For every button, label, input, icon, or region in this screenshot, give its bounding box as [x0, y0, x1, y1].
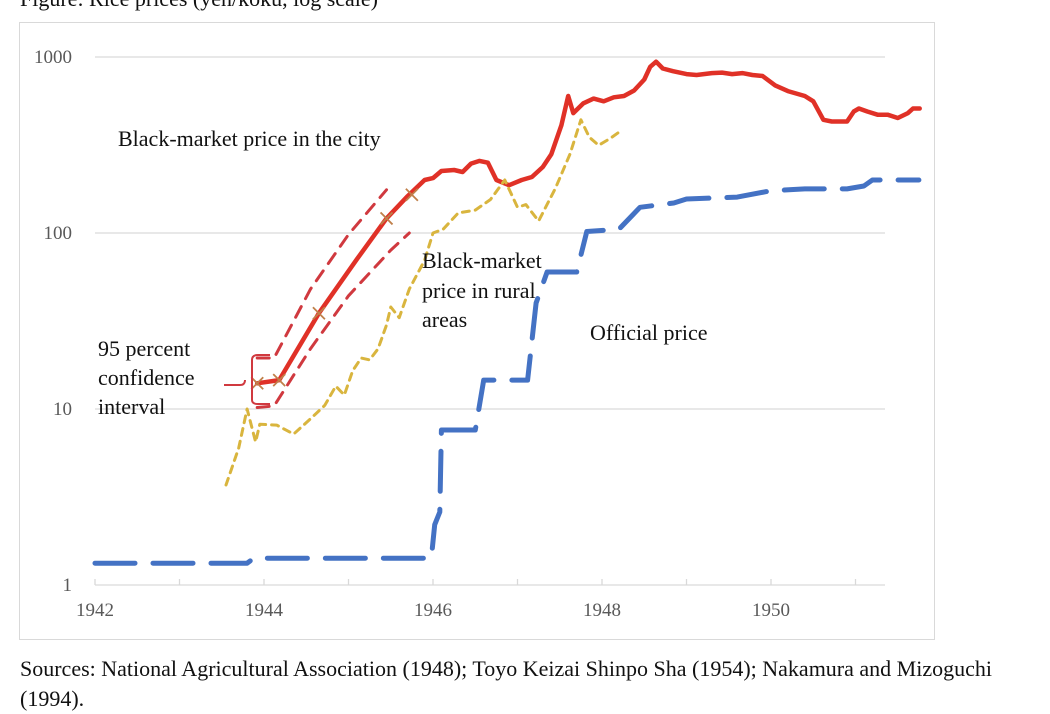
annotation-rural-line-3: areas	[422, 307, 467, 332]
annotation-ci-line-2: confidence	[98, 365, 195, 390]
y-tick-label: 10	[53, 399, 72, 420]
annotations: Black-market price in the city Black-mar…	[98, 126, 707, 419]
chart-frame	[19, 22, 935, 640]
x-tick-label: 1942	[76, 600, 114, 621]
series-rural-price	[224, 118, 623, 487]
annotation-ci-line-1: 95 percent	[98, 336, 190, 361]
series-group	[92, 59, 922, 566]
figure-title: Figure: Rice prices (yen/koku, log scale…	[20, 0, 378, 12]
series-ci-upper	[255, 188, 388, 360]
x-tick-label: 1944	[245, 600, 284, 621]
x-marker	[405, 188, 419, 202]
x-marker	[272, 373, 286, 387]
y-tick-label: 1	[63, 575, 73, 596]
series-official-price	[92, 177, 922, 566]
x-tick-label: 1948	[583, 600, 621, 621]
series-ci-lower	[255, 231, 411, 409]
annotation-rural-line-2: price in rural	[422, 278, 536, 303]
annotation-city: Black-market price in the city	[118, 126, 381, 151]
x-axis: 1942 1944 1946 1948 1950	[76, 579, 885, 621]
annotation-official: Official price	[590, 320, 707, 345]
series-city-price	[254, 59, 922, 386]
chart: 1942 1944 1946 1948 1950 1 10 100 1000 Black-ma…	[34, 47, 922, 621]
marker-group	[250, 188, 419, 390]
confidence-interval-brace	[224, 354, 270, 405]
y-tick-label: 100	[44, 223, 73, 244]
y-axis: 1 10 100 1000	[34, 47, 72, 596]
x-tick-label: 1950	[752, 600, 790, 621]
sources-note: Sources: National Agricultural Associati…	[20, 656, 992, 711]
x-marker	[250, 376, 264, 390]
y-tick-label: 1000	[34, 47, 72, 68]
x-marker	[379, 211, 394, 226]
gridlines	[95, 56, 885, 410]
annotation-ci-line-3: interval	[98, 394, 165, 419]
annotation-rural-line-1: Black-market	[422, 248, 542, 273]
x-marker	[312, 306, 326, 320]
x-tick-label: 1946	[414, 600, 452, 621]
